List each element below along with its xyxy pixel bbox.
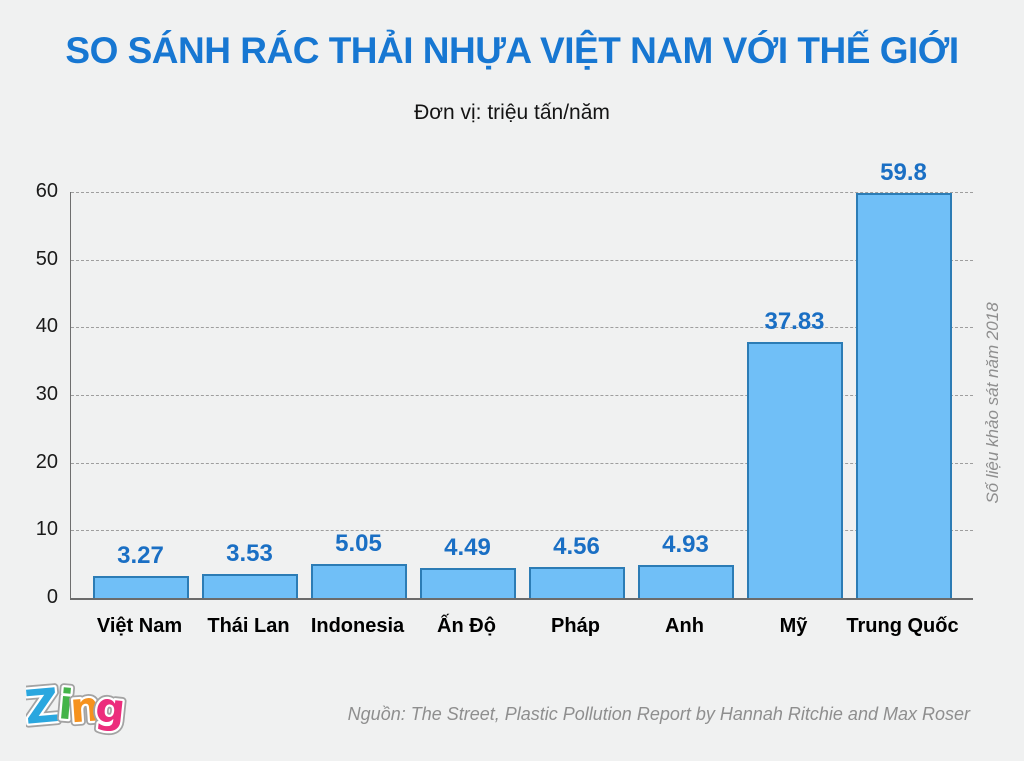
svg-text:Z: Z <box>26 678 61 735</box>
unit-label: Đơn vị: triệu tấn/năm <box>414 101 610 124</box>
value-label-4: 4.56 <box>553 533 600 561</box>
x-axis-labels: Việt Nam Thái Lan Indonesia Ấn Độ Pháp Anh Mỹ T… <box>70 613 972 643</box>
y-tick-label-60: 60 <box>35 180 58 202</box>
bar-0 <box>92 575 189 598</box>
y-tick-label-10: 10 <box>35 518 58 541</box>
value-label-1: 3.53 <box>226 540 273 568</box>
category-label-1: Thái Lan <box>207 615 290 637</box>
value-label-6: 37.83 <box>764 308 825 336</box>
svg-text:i: i <box>57 680 75 729</box>
category-label-0: Việt Nam <box>96 615 183 637</box>
svg-text:n: n <box>69 682 102 732</box>
category-label-7: Trung Quốc <box>846 615 959 637</box>
logo-letter-g: g g <box>89 679 131 738</box>
logo-letter-z: Z Z <box>26 674 65 739</box>
y-tick-label-20: 20 <box>35 450 58 473</box>
plot-area: 3.27 3.53 5.05 4.49 4.56 4.93 37.83 59.8 <box>70 159 973 600</box>
value-label-3: 4.49 <box>444 533 491 561</box>
gridline-10 <box>71 530 973 532</box>
svg-text:g: g <box>93 683 127 734</box>
y-axis-labels: 0 10 20 30 40 50 60 <box>0 180 58 608</box>
gridline-30 <box>71 395 973 396</box>
category-label-2: Indonesia <box>310 615 405 637</box>
side-note: Số liệu khảo sát năm 2018 <box>983 302 1002 504</box>
zing-logo: Z Z i i n n g g <box>26 674 132 739</box>
logo-letter-n: n n <box>65 678 106 736</box>
value-label-5: 4.93 <box>662 530 709 558</box>
y-tick-label-0: 0 <box>46 586 58 608</box>
category-label-4: Pháp <box>551 615 600 637</box>
gridline-40 <box>71 327 973 329</box>
y-tick-label-40: 40 <box>35 315 58 338</box>
bar-1 <box>201 574 298 598</box>
gridline-20 <box>71 462 973 464</box>
value-label-0: 3.27 <box>117 541 164 569</box>
category-label-5: Anh <box>665 615 704 637</box>
bar-6 <box>746 342 843 598</box>
source-text: Nguồn: The Street, Plastic Pollution Rep… <box>347 704 970 724</box>
value-label-2: 5.05 <box>335 529 382 557</box>
category-label-6: Mỹ <box>779 615 808 637</box>
value-label-7: 59.8 <box>880 159 927 187</box>
bar-3 <box>419 567 516 598</box>
bar-7 <box>855 193 952 598</box>
gridline-60 <box>71 192 973 193</box>
bar-5 <box>637 564 734 598</box>
y-tick-label-50: 50 <box>35 247 58 270</box>
category-label-3: Ấn Độ <box>437 615 496 637</box>
bar-2 <box>310 563 407 598</box>
page-title: SO SÁNH RÁC THẢI NHỰA VIỆT NAM VỚI THẾ G… <box>65 30 959 71</box>
gridline-50 <box>71 259 973 261</box>
y-tick-label-30: 30 <box>35 383 58 405</box>
bar-4 <box>528 567 625 598</box>
